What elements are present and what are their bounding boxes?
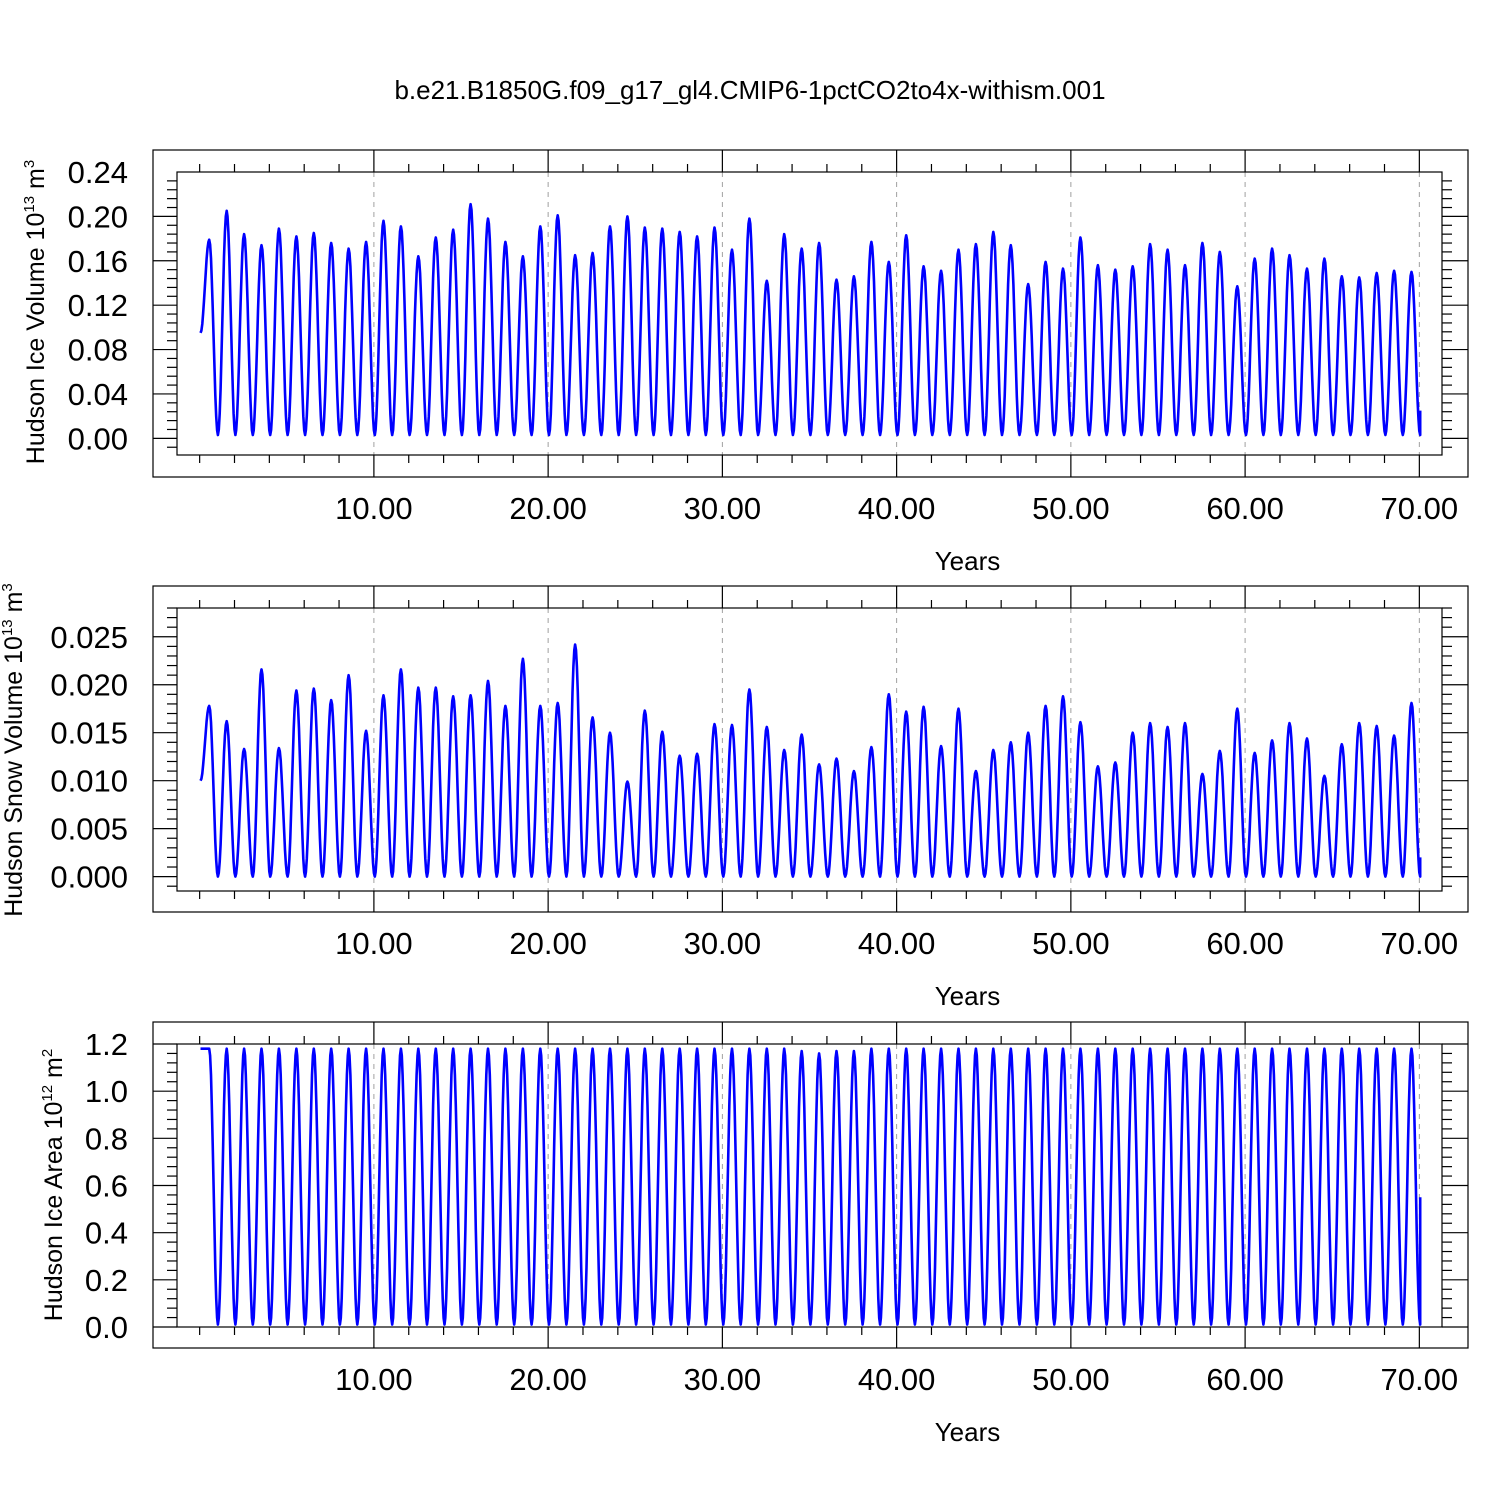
x-tick-label: 50.00 [1032,491,1110,526]
y-axis-label-exponent: 12 [39,1085,56,1102]
series-line [200,1047,1422,1326]
x-tick-label: 40.00 [858,926,936,961]
y-axis-label-unit: m [40,1057,68,1085]
y-tick-label: 0.0 [85,1310,128,1345]
x-tick-label: 70.00 [1381,926,1459,961]
y-tick-label: 0.6 [85,1169,128,1204]
y-tick-label: 0.025 [50,620,128,655]
y-tick-label: 0.00 [68,421,128,456]
y-tick-label: 0.12 [68,288,128,323]
x-tick-label: 20.00 [509,491,587,526]
x-tick-label: 70.00 [1381,1362,1459,1397]
x-tick-label: 30.00 [684,926,762,961]
y-tick-label: 0.08 [68,333,128,368]
axes-frame [152,585,1469,913]
y-tick-label: 0.20 [68,199,128,234]
x-tick-label: 40.00 [858,491,936,526]
plot-box [176,607,1443,892]
x-axis-label: Years [935,546,1001,576]
y-axis-label-exponent: 13 [21,196,38,213]
y-axis-label-unit: m [22,168,50,196]
y-tick-label: 0.005 [50,812,128,847]
y-tick-label: 0.24 [68,155,128,190]
x-tick-label: 10.00 [335,926,413,961]
x-tick-label: 70.00 [1381,491,1459,526]
y-tick-label: 0.020 [50,668,128,703]
x-tick-label: 50.00 [1032,926,1110,961]
y-tick-label: 0.010 [50,764,128,799]
y-axis-label-unit-exponent: 3 [0,583,16,591]
y-axis-label-unit-exponent: 2 [39,1049,56,1057]
y-tick-label: 1.2 [85,1027,128,1062]
x-tick-label: 60.00 [1206,491,1284,526]
ice-area-panel: 10.00 20.00 30.00 40.00 50.00 60.00 70.00 0.0 0.… [39,1021,1469,1447]
snow-volume-panel: 10.00 20.00 30.00 40.00 50.00 60.00 70.00 0.000… [0,583,1469,1011]
y-tick-label: 0.015 [50,716,128,751]
x-tick-label: 40.00 [858,1362,936,1397]
series-line [199,643,1422,878]
series-line [199,202,1422,437]
y-axis-label-exponent: 13 [0,619,16,636]
y-tick-label: 1.0 [85,1074,128,1109]
y-tick-label: 0.16 [68,244,128,279]
y-tick-label: 0.8 [85,1121,128,1156]
y-tick-label: 0.04 [68,377,128,412]
axes-frame [152,149,1469,478]
y-axis-label: Hudson Ice Volume 1013 m3 [21,160,50,464]
y-tick-label: 0.000 [50,860,128,895]
y-axis-label-main: Hudson Ice Volume 10 [22,213,50,465]
x-tick-label: 10.00 [335,1362,413,1397]
x-tick-label: 30.00 [684,491,762,526]
y-axis-label-unit-exponent: 3 [21,160,38,168]
y-tick-label: 0.4 [85,1216,128,1251]
x-tick-label: 10.00 [335,491,413,526]
figure-title: b.e21.B1850G.f09_g17_gl4.CMIP6-1pctCO2to… [394,75,1105,105]
x-tick-label: 60.00 [1206,1362,1284,1397]
y-axis-label-main: Hudson Ice Area 10 [40,1102,68,1322]
y-axis-label: Hudson Ice Area 1012 m2 [39,1049,68,1321]
y-axis-label: Hudson Snow Volume 1013 m3 [0,583,28,917]
x-axis-label: Years [935,981,1001,1011]
x-tick-label: 20.00 [509,1362,587,1397]
y-tick-label: 0.2 [85,1263,128,1298]
y-axis-label-unit: m [0,592,28,620]
y-axis-label-main: Hudson Snow Volume 10 [0,636,28,917]
x-tick-label: 50.00 [1032,1362,1110,1397]
x-tick-label: 30.00 [684,1362,762,1397]
ice-volume-panel: 10.00 20.00 30.00 40.00 50.00 60.00 70.00 0.00 0… [21,149,1469,576]
x-axis-label: Years [935,1417,1001,1447]
x-tick-label: 60.00 [1206,926,1284,961]
x-tick-label: 20.00 [509,926,587,961]
